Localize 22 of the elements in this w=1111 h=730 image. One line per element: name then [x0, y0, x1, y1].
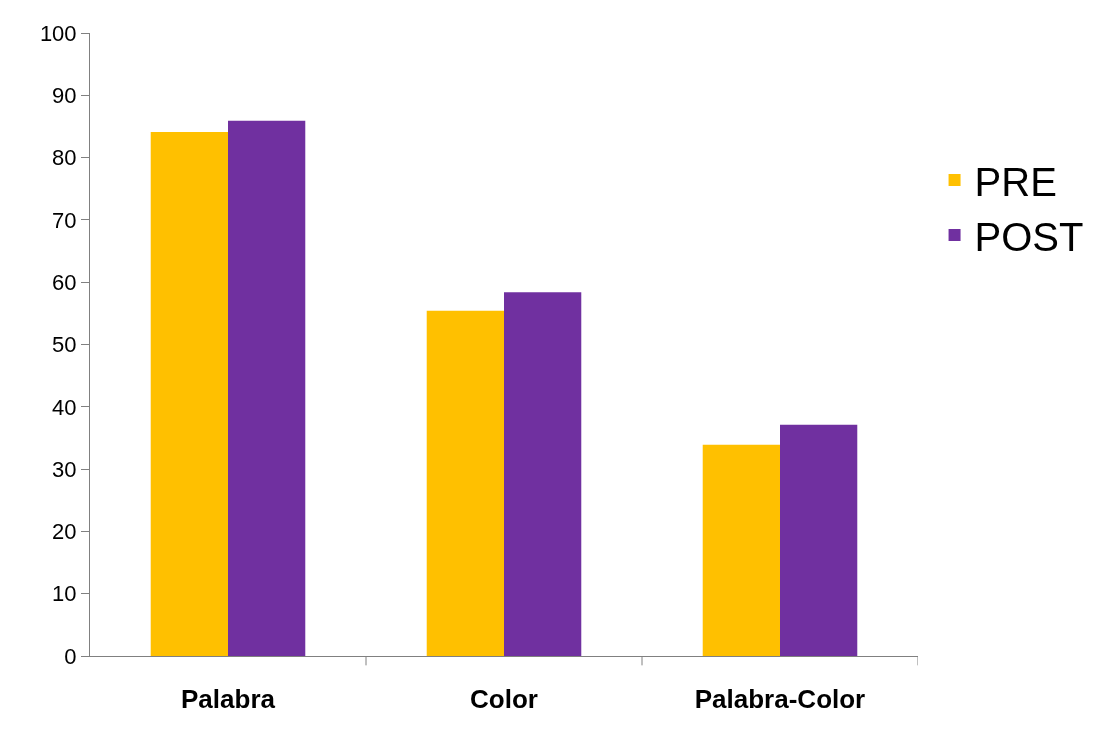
y-tick-label: 90 — [52, 83, 77, 108]
bar — [150, 132, 228, 656]
bar — [228, 120, 306, 656]
x-tick-label: Palabra — [181, 684, 276, 715]
bar — [702, 444, 780, 656]
y-tick-label: 80 — [52, 145, 77, 171]
x-tick-label: Color — [470, 684, 538, 715]
y-tick-label: 50 — [52, 332, 77, 358]
y-tick-label: 0 — [64, 643, 77, 669]
legend-label: POST — [974, 214, 1084, 259]
y-tick-label: 30 — [52, 456, 77, 482]
y-tick-label: 60 — [52, 269, 77, 295]
bar — [426, 310, 504, 656]
y-tick-label: 70 — [52, 207, 77, 233]
y-tick-label: 10 — [52, 581, 77, 607]
x-tick-label: Palabra-Color — [694, 684, 866, 715]
bar — [780, 424, 858, 656]
y-tick-label: 100 — [39, 20, 77, 46]
bar — [504, 292, 582, 656]
legend-label: PRE — [974, 159, 1057, 204]
y-tick-label: 40 — [52, 394, 77, 420]
y-tick-label: 20 — [52, 519, 77, 545]
